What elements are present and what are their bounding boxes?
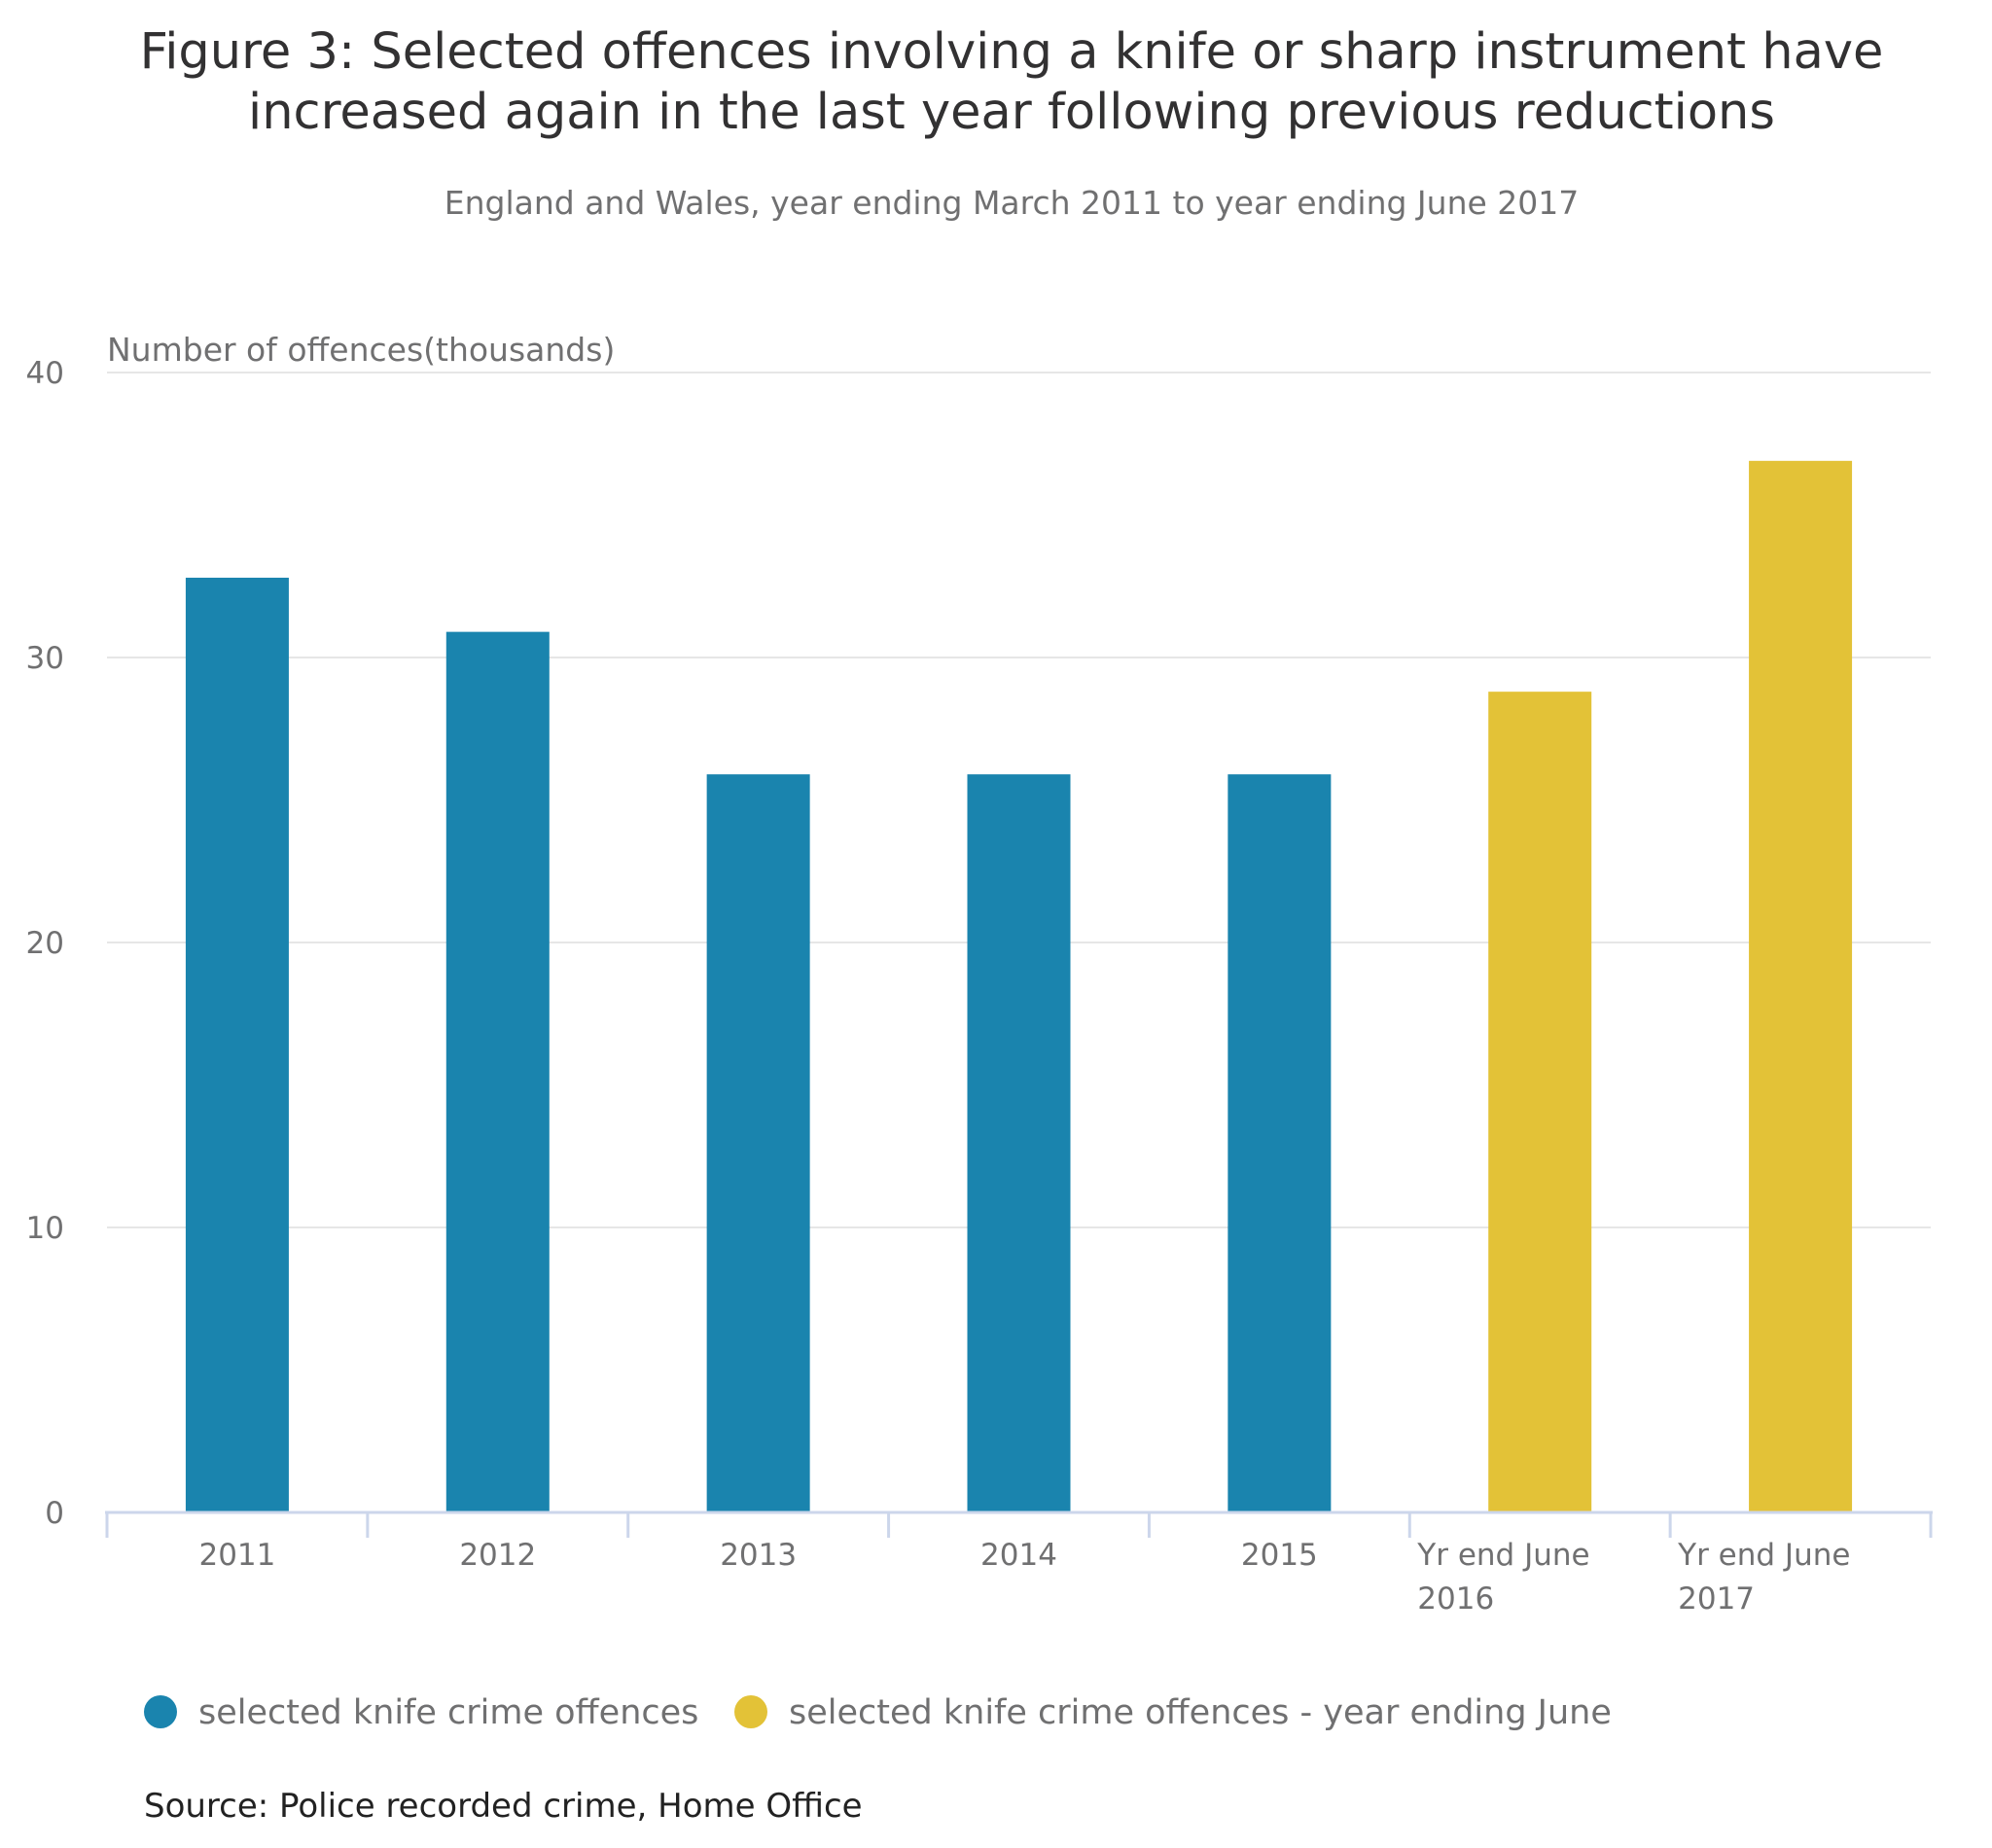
- y-tick-label: 10: [26, 1211, 64, 1246]
- legend-label: selected knife crime offences: [198, 1693, 698, 1732]
- bar-yr-end-june-2017[interactable]: [1749, 460, 1853, 1513]
- y-tick-label: 0: [45, 1496, 64, 1531]
- y-tick-label: 40: [26, 356, 64, 391]
- bar-2014[interactable]: [967, 774, 1071, 1512]
- x-axis: 2011 2012 2013 2014 2015 Yr end June 2016 Yr en…: [105, 1510, 1933, 1617]
- bar-yr-end-june-2016[interactable]: [1488, 692, 1592, 1512]
- x-tick-label: 2016: [1417, 1581, 1494, 1617]
- legend-marker: [144, 1695, 177, 1728]
- chart-title-line-1: Figure 3: Selected offences involving a …: [140, 23, 1884, 81]
- x-tick-label: Yr end June: [1677, 1538, 1850, 1573]
- x-tick-label: 2012: [459, 1538, 536, 1573]
- legend-item-1[interactable]: selected knife crime offences: [144, 1693, 698, 1732]
- legend-marker: [734, 1695, 767, 1728]
- x-tick-label: 2011: [198, 1538, 275, 1573]
- y-tick-label: 20: [26, 926, 64, 961]
- legend-label: selected knife crime offences - year end…: [789, 1693, 1612, 1732]
- x-tick-label: Yr end June: [1416, 1538, 1589, 1573]
- bar-2011[interactable]: [185, 577, 289, 1512]
- chart-title-line-2: increased again in the last year followi…: [248, 84, 1775, 141]
- legend: selected knife crime offences selected kn…: [144, 1693, 1612, 1732]
- x-tick-label: 2014: [980, 1538, 1057, 1573]
- bar-2012[interactable]: [445, 631, 550, 1512]
- series-2: [1488, 460, 1853, 1513]
- y-axis-ticks: 0 10 20 30 40: [26, 356, 64, 1531]
- chart-subtitle: England and Wales, year ending March 201…: [445, 184, 1580, 222]
- x-tick-label: 2015: [1241, 1538, 1318, 1573]
- bar-2015[interactable]: [1227, 774, 1332, 1512]
- chart-title-group: Figure 3: Selected offences involving a …: [140, 23, 1884, 141]
- y-axis-title: Number of offences(thousands): [107, 331, 615, 369]
- x-tick-label: 2017: [1678, 1581, 1755, 1617]
- bar-2013[interactable]: [706, 774, 810, 1512]
- bars: [185, 460, 1853, 1513]
- series-1: [185, 577, 1332, 1512]
- x-tick-label: 2013: [720, 1538, 797, 1573]
- legend-item-2[interactable]: selected knife crime offences - year end…: [734, 1693, 1612, 1732]
- y-tick-label: 30: [26, 641, 64, 676]
- source-note: Source: Police recorded crime, Home Offi…: [144, 1787, 863, 1826]
